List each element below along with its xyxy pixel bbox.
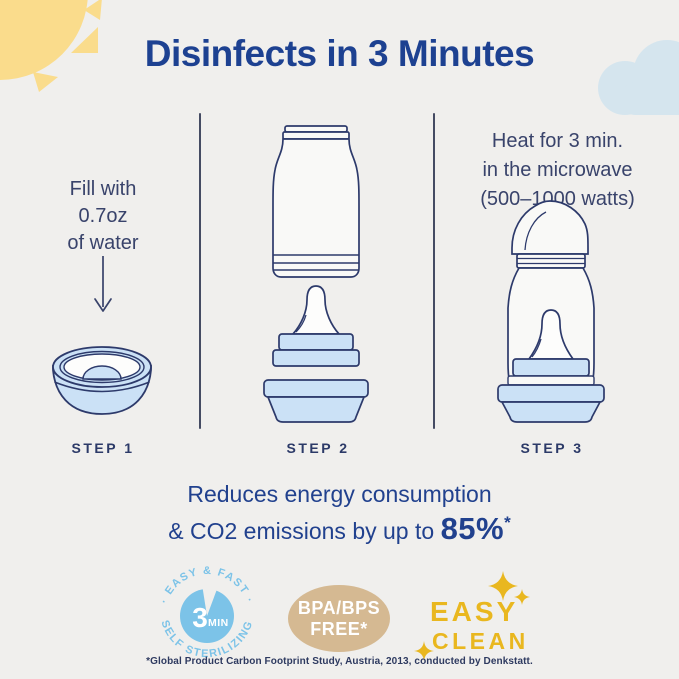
- step3-instruction-line: (500–1000 watts): [480, 188, 635, 210]
- benefit-line1: Reduces energy consumption: [187, 481, 492, 507]
- step1-instruction-line: 0.7oz: [78, 205, 128, 227]
- benefit-footnote-marker: *: [504, 513, 511, 533]
- step1-instruction: Fill with 0.7oz of water: [23, 176, 183, 257]
- easy-clean-badge: EASY CLEAN: [412, 565, 547, 667]
- badge-min-text: MIN: [208, 617, 229, 629]
- step3-instruction-line: Heat for 3 min.: [491, 130, 624, 152]
- column-divider-right: [433, 113, 435, 429]
- cloud-icon: [598, 40, 679, 115]
- step2-label: STEP 2: [286, 440, 350, 456]
- easy-clean-line2: CLEAN: [432, 628, 529, 654]
- step1-instruction-line: of water: [67, 232, 139, 254]
- benefit-highlight: 85%: [440, 511, 505, 546]
- assembled-bottle-illustration: [497, 200, 605, 423]
- benefit-line2-text: & CO2 emissions by up to: [168, 518, 435, 544]
- page-title: Disinfects in 3 Minutes: [144, 33, 535, 74]
- bpa-free-line1: BPA/BPS: [297, 597, 381, 618]
- step3-instruction-line: in the microwave: [482, 159, 633, 181]
- benefit-line2: & CO2 emissions by up to 85%*: [0, 511, 679, 547]
- badge-3-text: 3: [192, 602, 208, 633]
- down-arrow-icon: [94, 256, 112, 312]
- column-divider-left: [199, 113, 201, 429]
- sun-icon: [0, 0, 102, 92]
- easy-clean-line1: EASY: [430, 596, 519, 627]
- sparkles-icon: [414, 571, 530, 661]
- step3-instruction: Heat for 3 min. in the microwave (500–10…: [440, 127, 675, 214]
- bottle-parts-illustration: [263, 125, 369, 423]
- bpa-free-line2: FREE*: [310, 618, 368, 639]
- step1-label: STEP 1: [71, 440, 135, 456]
- step1-instruction-line: Fill with: [69, 178, 137, 200]
- self-sterilizing-badge: · EASY & FAST · SELF STERILIZING 3 MIN: [158, 565, 254, 660]
- clock-wedge: [202, 587, 217, 616]
- footnote: *Global Product Carbon Footprint Study, …: [146, 656, 533, 667]
- water-bowl-illustration: [52, 346, 152, 415]
- benefit-claim: Reduces energy consumption & CO2 emissio…: [0, 481, 679, 547]
- step3-label: STEP 3: [520, 440, 584, 456]
- bpa-free-badge: BPA/BPS FREE*: [288, 585, 390, 652]
